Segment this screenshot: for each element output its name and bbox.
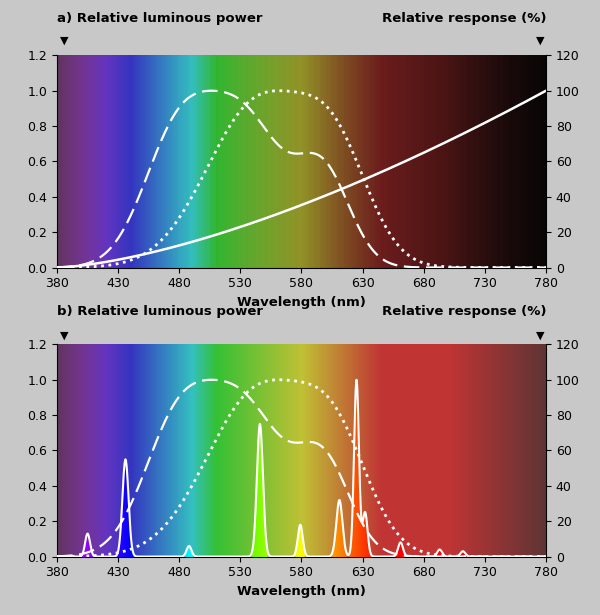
X-axis label: Wavelength (nm): Wavelength (nm) — [237, 296, 366, 309]
Text: ▼: ▼ — [536, 36, 545, 46]
Text: ▼: ▼ — [60, 36, 68, 46]
Text: ▼: ▼ — [60, 330, 68, 340]
Text: a) Relative luminous power: a) Relative luminous power — [57, 12, 263, 25]
Text: b) Relative luminous power: b) Relative luminous power — [57, 305, 263, 318]
Text: Relative response (%): Relative response (%) — [382, 12, 546, 25]
Text: ▼: ▼ — [536, 330, 545, 340]
X-axis label: Wavelength (nm): Wavelength (nm) — [237, 585, 366, 598]
Text: Relative response (%): Relative response (%) — [382, 305, 546, 318]
